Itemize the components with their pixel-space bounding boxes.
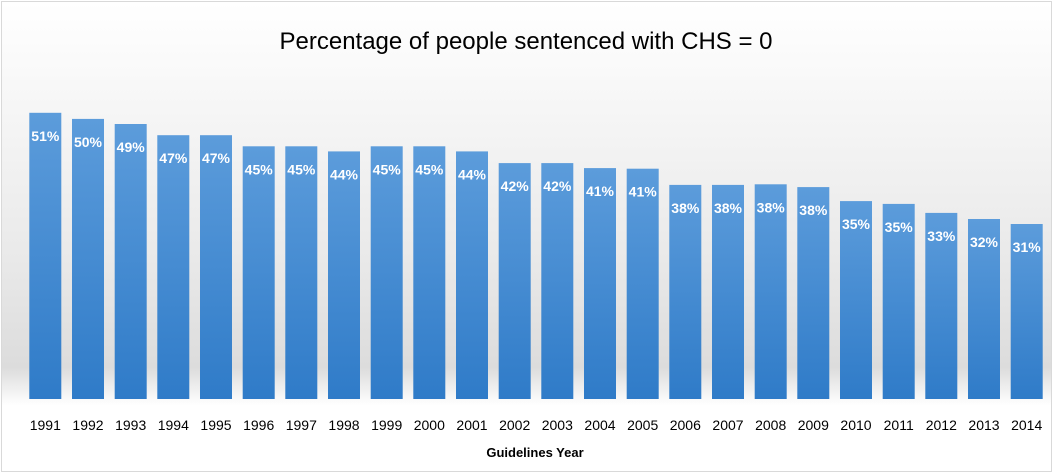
data-label-1992: 50% (74, 134, 103, 150)
x-tick-2000: 2000 (414, 417, 445, 433)
x-tick-2005: 2005 (627, 417, 658, 433)
bar-2010 (840, 201, 872, 399)
bar-1992 (72, 118, 104, 400)
data-label-1999: 45% (373, 161, 402, 177)
bar-2003 (541, 163, 574, 399)
data-label-2007: 38% (714, 200, 743, 216)
bar-1999 (370, 146, 403, 399)
data-label-1994: 47% (159, 150, 188, 166)
bar-1997 (285, 146, 318, 399)
bar-2012 (925, 212, 958, 399)
bar-1993 (114, 124, 147, 399)
x-tick-2003: 2003 (542, 417, 573, 433)
x-tick-1997: 1997 (286, 417, 317, 433)
x-tick-2013: 2013 (968, 417, 999, 433)
bar-2011 (882, 203, 915, 399)
x-tick-1995: 1995 (200, 417, 231, 433)
x-tick-1993: 1993 (115, 417, 146, 433)
bar-1994 (157, 135, 190, 399)
x-tick-1999: 1999 (371, 417, 402, 433)
data-label-1991: 51% (31, 128, 60, 144)
data-label-2006: 38% (671, 200, 700, 216)
bar-2001 (456, 151, 488, 399)
bars-group (29, 112, 1043, 400)
x-tick-2006: 2006 (670, 417, 701, 433)
bar-2013 (968, 219, 1000, 399)
x-tick-2014: 2014 (1011, 417, 1042, 433)
data-label-1997: 45% (287, 161, 316, 177)
x-axis-title: Guidelines Year (486, 445, 583, 460)
x-tick-1996: 1996 (243, 417, 274, 433)
bar-1998 (328, 151, 360, 399)
bar-1991 (29, 112, 62, 400)
bar-2004 (584, 168, 616, 399)
data-label-2001: 44% (458, 166, 487, 182)
bar-2008 (754, 184, 787, 399)
bar-2014 (1010, 224, 1043, 399)
data-label-2000: 45% (415, 161, 444, 177)
data-label-1993: 49% (117, 139, 146, 155)
x-tick-1991: 1991 (30, 417, 61, 433)
data-label-2002: 42% (501, 178, 530, 194)
x-tick-2012: 2012 (926, 417, 957, 433)
bar-1995 (200, 135, 232, 399)
data-label-2010: 35% (842, 216, 871, 232)
x-tick-2007: 2007 (712, 417, 743, 433)
x-tick-2004: 2004 (584, 417, 615, 433)
data-label-2011: 35% (885, 219, 914, 235)
data-label-2003: 42% (543, 178, 572, 194)
data-label-2008: 38% (757, 199, 786, 215)
x-tick-1998: 1998 (328, 417, 359, 433)
bar-2007 (712, 184, 744, 399)
chart-title: Percentage of people sentenced with CHS … (280, 28, 773, 55)
bar-2006 (669, 184, 702, 399)
data-label-2009: 38% (799, 202, 828, 218)
data-label-2012: 33% (927, 228, 956, 244)
bar-2002 (498, 163, 531, 399)
x-tick-2008: 2008 (755, 417, 786, 433)
x-tick-2009: 2009 (798, 417, 829, 433)
x-tick-labels-group: 1991 1992 1993 1994 1995 1996 1997 1998 1999 2000… (30, 417, 1043, 433)
x-tick-1992: 1992 (72, 417, 103, 433)
data-label-1996: 45% (245, 161, 274, 177)
bar-2009 (797, 187, 830, 399)
x-tick-2010: 2010 (840, 417, 871, 433)
bar-1996 (242, 146, 275, 399)
x-tick-2002: 2002 (499, 417, 530, 433)
x-tick-1994: 1994 (158, 417, 189, 433)
data-label-2004: 41% (586, 183, 615, 199)
x-tick-2011: 2011 (884, 417, 914, 433)
data-label-1995: 47% (202, 150, 231, 166)
bar-2005 (626, 168, 659, 399)
x-tick-2001: 2001 (456, 417, 487, 433)
data-labels-group: 51% 50% 49% 47% 47% 45% 45% 44% 45% 45% 44% 42% 42% 4… (31, 128, 1041, 255)
data-label-2014: 31% (1013, 239, 1042, 255)
data-label-1998: 44% (330, 166, 359, 182)
data-label-2013: 32% (970, 234, 999, 250)
data-label-2005: 41% (629, 184, 658, 200)
bar-2000 (413, 146, 446, 399)
